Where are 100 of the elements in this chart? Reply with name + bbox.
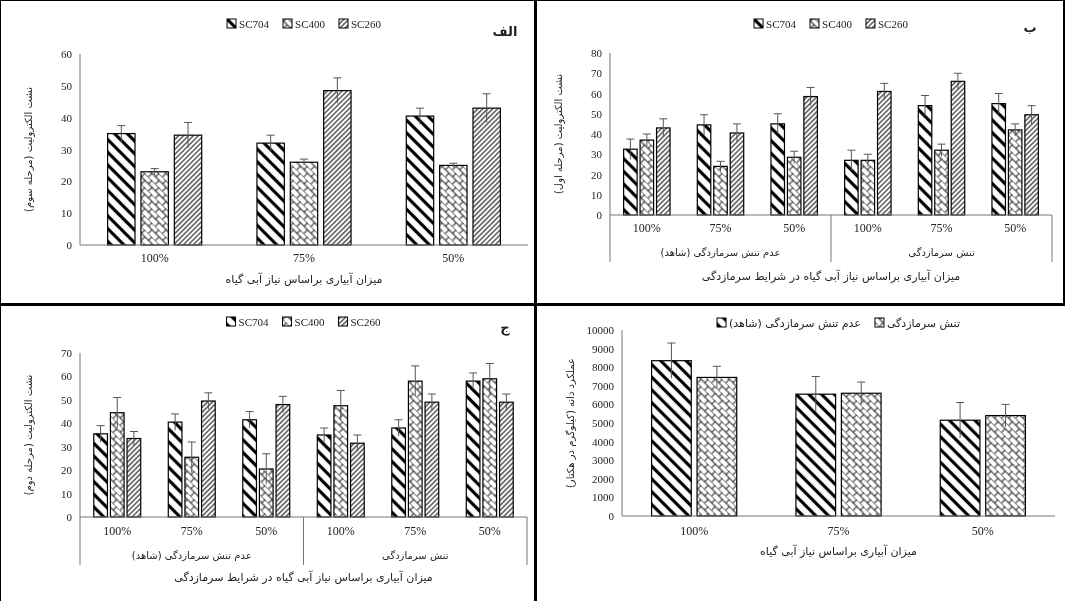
y-tick-label: 0 xyxy=(596,209,603,221)
bar xyxy=(498,401,514,518)
x-tick-label: 100% xyxy=(853,221,882,235)
bar xyxy=(729,132,745,216)
y-tick-label: 1000 xyxy=(592,491,615,504)
y-tick-label: 3000 xyxy=(592,454,615,467)
bar xyxy=(985,414,1027,517)
legend-label: SC704 xyxy=(239,18,270,30)
y-tick-label: 0 xyxy=(608,510,615,522)
y-tick-label: 30 xyxy=(61,143,73,156)
chart-title: الف xyxy=(492,24,518,39)
x-tick-label: 100% xyxy=(103,524,132,538)
x-tick-label: 100% xyxy=(140,251,169,265)
bar xyxy=(173,134,203,246)
bar xyxy=(391,427,407,518)
bar xyxy=(242,419,258,518)
x-tick-label: 100% xyxy=(680,524,709,538)
y-tick-label: 10 xyxy=(61,207,73,220)
chart-title: ب xyxy=(1023,20,1037,35)
y-tick-label: 2000 xyxy=(592,472,615,485)
y-tick-label: 40 xyxy=(61,417,73,430)
bar xyxy=(655,127,671,216)
x-axis-title: میزان آبیاری براساس نیاز آبی گیاه در شرایط سرمازدگی xyxy=(701,269,961,283)
y-tick-label: 20 xyxy=(591,168,603,181)
legend-label: SC400 xyxy=(294,316,325,328)
y-tick-label: 20 xyxy=(61,175,73,188)
y-tick-label: 10 xyxy=(61,487,73,500)
legend-label: SC400 xyxy=(822,18,853,30)
y-tick-label: 0 xyxy=(66,511,73,523)
x-tick-label: 75% xyxy=(293,251,315,265)
y-axis-title: نشت الکترولیت (مرحله دوم) xyxy=(23,374,35,496)
x-tick-label: 50% xyxy=(255,524,278,538)
y-tick-label: 20 xyxy=(61,464,73,477)
y-tick-label: 60 xyxy=(61,48,73,60)
legend-label: SC260 xyxy=(350,316,381,328)
x-tick-label: 50% xyxy=(1004,221,1027,235)
y-tick-label: 70 xyxy=(61,347,73,359)
y-tick-label: 60 xyxy=(591,87,603,100)
bar xyxy=(140,171,169,246)
bar xyxy=(876,90,892,216)
bar xyxy=(713,165,728,216)
legend-label: SC704 xyxy=(238,316,269,328)
bar xyxy=(795,393,837,517)
y-tick-label: 10000 xyxy=(586,324,615,336)
bar xyxy=(840,392,882,517)
y-tick-label: 40 xyxy=(61,111,73,124)
y-tick-label: 6000 xyxy=(592,398,615,411)
bar xyxy=(405,115,435,246)
bar xyxy=(200,400,216,518)
y-tick-label: 50 xyxy=(61,393,73,406)
bar xyxy=(770,123,786,216)
y-tick-label: 50 xyxy=(61,79,73,92)
text: تنش سرمازدگی xyxy=(908,247,975,258)
y-tick-label: 70 xyxy=(591,67,603,80)
y-tick-label: 80 xyxy=(591,47,603,59)
x-tick-label: 75% xyxy=(930,221,953,235)
bar xyxy=(289,161,319,246)
x-axis-title: میزان آبیاری براساس نیاز آبی گیاه xyxy=(760,544,917,558)
x-tick-label: 100% xyxy=(326,524,355,538)
y-tick-label: 5000 xyxy=(592,417,615,429)
x-tick-label: 50% xyxy=(971,524,994,538)
y-axis-title: نشت الکترولیت (مرحله سوم) xyxy=(23,87,35,212)
y-tick-label: 50 xyxy=(591,107,603,120)
bar xyxy=(696,124,712,216)
y-axis-title: نشت الکترولیت (مرحله اول) xyxy=(553,73,565,195)
chart-title: ج xyxy=(500,320,511,336)
legend-label: SC704 xyxy=(766,18,797,30)
y-tick-label: 30 xyxy=(61,440,73,453)
y-tick-label: 8000 xyxy=(592,361,615,374)
legend-label: عدم تنش سرمازدگی (شاهد) xyxy=(729,317,861,330)
x-tick-label: 50% xyxy=(783,221,806,235)
text: عدم تنش سرمازدگی (شاهد) xyxy=(131,550,252,561)
legend-label: تنش سرمازدگی xyxy=(886,317,960,330)
x-tick-label: 50% xyxy=(478,524,501,538)
bar xyxy=(93,433,109,518)
bar xyxy=(650,360,692,517)
x-tick-label: 75% xyxy=(180,524,203,538)
bar xyxy=(696,376,738,517)
legend-label: SC400 xyxy=(295,18,326,30)
y-tick-label: 0 xyxy=(66,239,73,251)
bar xyxy=(472,107,501,246)
x-tick-label: 75% xyxy=(827,524,850,538)
y-tick-label: 60 xyxy=(61,370,73,383)
x-axis-title: میزان آبیاری براساس نیاز آبی گیاه در شرایط سرمازدگی xyxy=(174,570,433,584)
x-tick-label: 75% xyxy=(709,221,732,235)
bar xyxy=(917,105,933,216)
y-tick-label: 9000 xyxy=(592,342,615,355)
y-tick-label: 7000 xyxy=(592,379,615,392)
y-tick-label: 10 xyxy=(591,188,603,201)
legend-label: SC260 xyxy=(877,18,909,30)
bar xyxy=(939,419,981,517)
y-axis-title: عملکرد دانه (کیلوگرم در هکتار) xyxy=(565,357,576,489)
y-tick-label: 40 xyxy=(591,128,603,140)
bar xyxy=(323,90,352,246)
x-tick-label: 75% xyxy=(404,524,427,538)
x-tick-label: 50% xyxy=(442,251,465,265)
x-tick-label: 100% xyxy=(632,221,661,235)
legend-label: SC260 xyxy=(350,18,382,30)
y-tick-label: 4000 xyxy=(592,435,615,448)
text: عدم تنش سرمازدگی (شاهد) xyxy=(660,247,781,258)
